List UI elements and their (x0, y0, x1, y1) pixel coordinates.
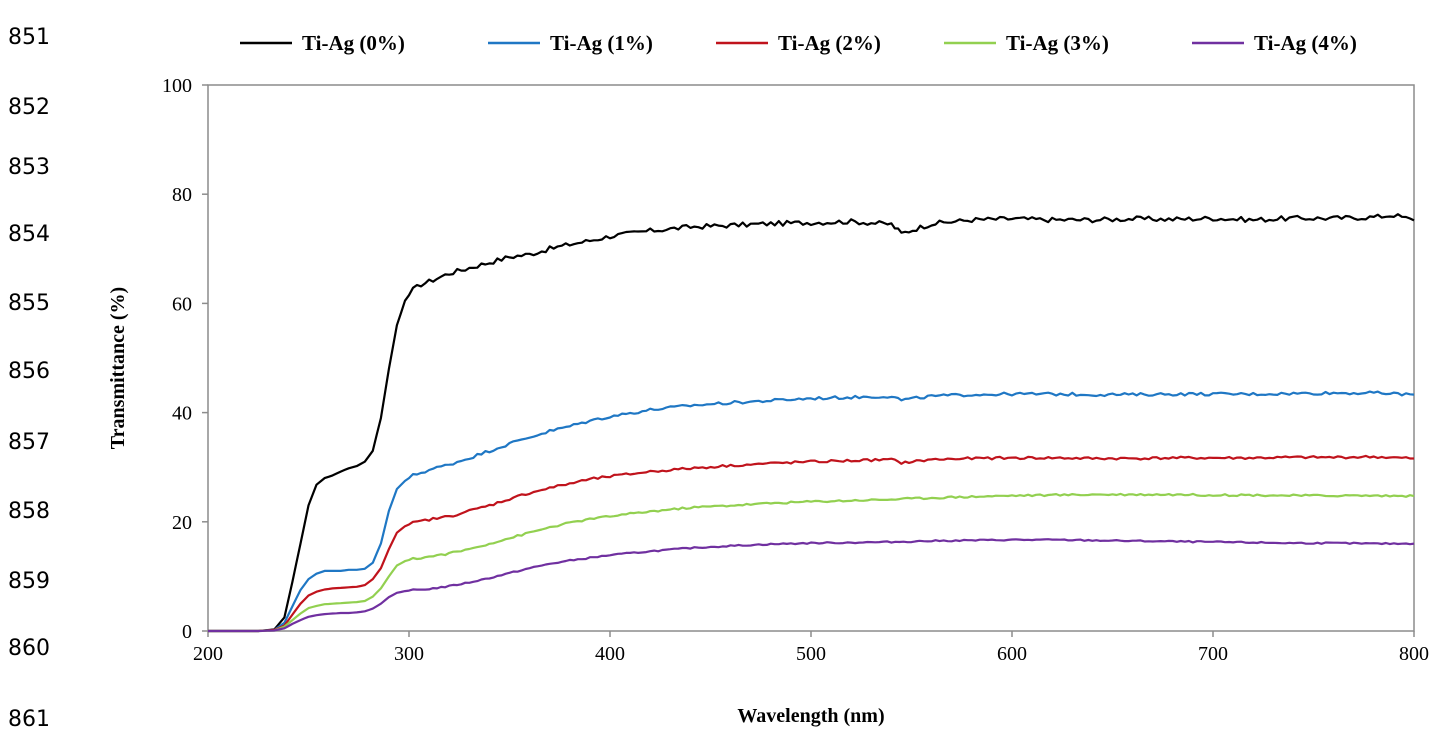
x-tick-label: 800 (1399, 643, 1429, 665)
series-layer (208, 213, 1415, 633)
x-axis-ticks: 200 300 400 500 600 700 800 (193, 631, 1429, 665)
x-axis-title: Wavelength (nm) (737, 705, 884, 727)
series-line-0 (208, 213, 1415, 633)
legend: Ti-Ag (0%) Ti-Ag (1%) Ti-Ag (2%) Ti-Ag (3%)… (240, 31, 1357, 55)
x-tick-label: 200 (193, 643, 223, 665)
y-tick-label: 40 (172, 403, 192, 425)
y-tick-label: 80 (172, 184, 192, 206)
x-tick-label: 600 (997, 643, 1027, 665)
legend-label: Ti-Ag (0%) (302, 31, 405, 55)
line-number: 853 (8, 155, 50, 180)
y-tick-label: 0 (182, 621, 192, 643)
legend-label: Ti-Ag (4%) (1254, 31, 1357, 55)
line-number: 860 (8, 636, 50, 661)
x-tick-label: 700 (1198, 643, 1228, 665)
series-line-2 (208, 454, 1414, 633)
series-line-1 (208, 390, 1415, 633)
series-line-3 (208, 492, 1415, 633)
y-tick-label: 60 (172, 293, 192, 315)
legend-label: Ti-Ag (1%) (550, 31, 653, 55)
y-axis-ticks: 0 20 40 60 80 100 (162, 75, 208, 643)
line-number: 855 (8, 291, 50, 316)
y-axis-title: Transmittance (%) (107, 287, 129, 449)
legend-label: Ti-Ag (2%) (778, 31, 881, 55)
legend-label: Ti-Ag (3%) (1006, 31, 1109, 55)
line-number: 851 (8, 25, 50, 50)
line-number: 857 (8, 430, 50, 455)
line-number: 859 (8, 569, 50, 594)
x-tick-label: 300 (394, 643, 424, 665)
line-number: 854 (8, 222, 50, 247)
y-tick-label: 100 (162, 75, 192, 97)
line-number: 856 (8, 359, 50, 384)
line-number: 858 (8, 499, 50, 524)
x-tick-label: 400 (595, 643, 625, 665)
line-number: 852 (8, 95, 50, 120)
line-numbers: 851 852 853 854 855 856 857 858 859 860 861 (8, 25, 50, 729)
y-tick-label: 20 (172, 512, 192, 534)
line-number: 861 (8, 707, 50, 729)
axes: 200 300 400 500 600 700 800 0 20 40 60 80 100 (162, 75, 1429, 665)
x-tick-label: 500 (796, 643, 826, 665)
series-line-4 (208, 538, 1415, 633)
